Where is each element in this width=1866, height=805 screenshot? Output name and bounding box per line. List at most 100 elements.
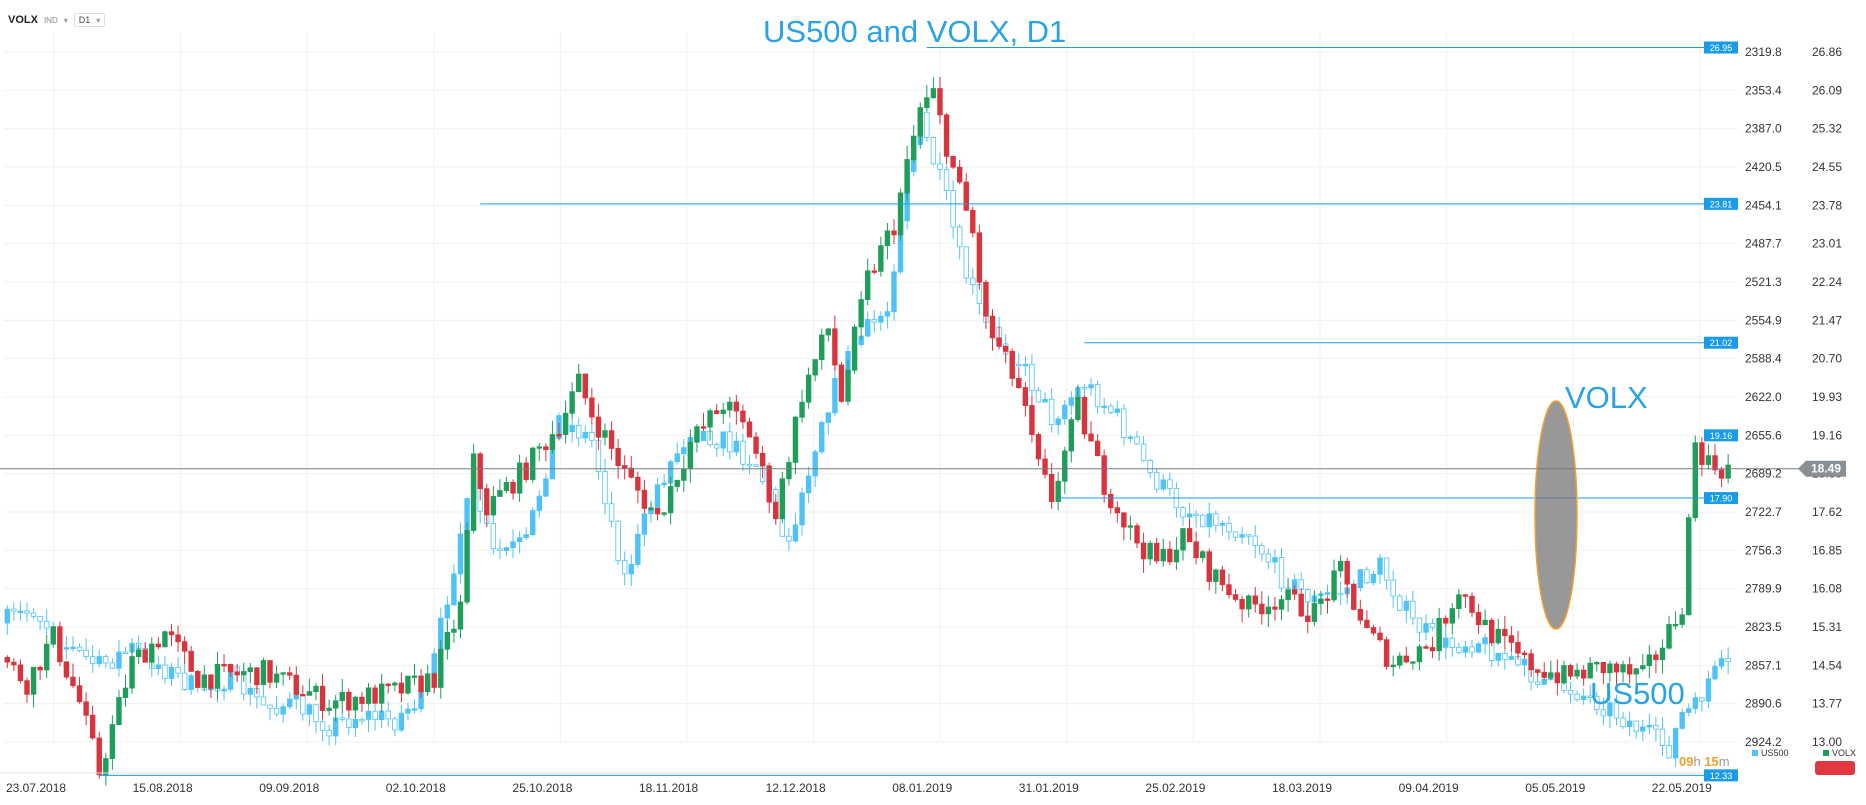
symbol-label[interactable]: VOLX (8, 14, 38, 26)
candle-body (1364, 619, 1370, 629)
volx-candle (431, 672, 437, 694)
candle-body (1416, 617, 1423, 633)
volx-candle (608, 421, 615, 460)
us500-tick-label: 2857.1 (1745, 658, 1782, 672)
us500-candle (1016, 353, 1022, 370)
market-label: IND (43, 15, 58, 25)
volx-candle (891, 219, 897, 245)
candle-body (943, 114, 950, 157)
candle-body (1002, 345, 1009, 352)
us500-candle (740, 433, 746, 472)
us500-candle (1298, 572, 1304, 591)
candle-body (681, 447, 687, 455)
legend-volx[interactable]: VOLX (1823, 748, 1856, 758)
candle-body (359, 718, 365, 722)
candle-body (753, 436, 759, 454)
us500-candle (1686, 703, 1692, 717)
candle-body (1672, 728, 1679, 759)
volx-candle (1364, 610, 1370, 629)
volx-candle (667, 476, 674, 525)
volx-candle (247, 663, 254, 684)
date-axis: 23.07.2018 15.08.2018 09.09.2018 02.10.2018… (0, 772, 1740, 795)
candle-body (805, 475, 812, 494)
candle-body (168, 666, 175, 679)
candle-body (1521, 658, 1528, 666)
candle-body (891, 271, 897, 313)
candle-body (536, 446, 543, 449)
legend-us500[interactable]: US500 (1752, 748, 1789, 758)
volx-candle (1167, 540, 1173, 566)
volx-candle (562, 400, 569, 444)
level-lines (0, 47, 1802, 776)
volx-candle (1423, 644, 1429, 650)
candle-body (30, 612, 37, 617)
candle-body (700, 430, 707, 442)
candle-body (155, 643, 162, 648)
us500-tick-label: 2387.0 (1745, 122, 1782, 136)
candle-body (1718, 658, 1725, 667)
us500-candle (1462, 640, 1469, 658)
candle-body (727, 401, 733, 411)
candle-body (1206, 513, 1212, 528)
candle-body (1259, 603, 1265, 615)
volx-candle (773, 494, 779, 525)
us500-candle (1699, 697, 1705, 712)
candle-body (1324, 598, 1331, 601)
candle-body (1108, 493, 1114, 509)
us500-tick-label: 2454.1 (1745, 198, 1782, 212)
candle-body (267, 660, 273, 683)
candle-body (858, 299, 864, 328)
candle-body (628, 564, 634, 575)
candle-body (1062, 404, 1068, 420)
volx-candle (1009, 348, 1015, 387)
candle-body (359, 696, 365, 704)
volx-candle (1410, 661, 1416, 670)
us500-candle (1245, 534, 1252, 545)
us500-candle (943, 165, 950, 201)
volx-candle (1252, 587, 1258, 613)
us500-candle (221, 685, 227, 701)
level-tag-bg (1704, 429, 1738, 442)
us500-candle (582, 426, 588, 444)
volx-candle (582, 373, 588, 405)
volx-candle (648, 501, 654, 511)
volx-candle (424, 664, 431, 696)
us500-candle (313, 704, 319, 734)
us500-candle (602, 458, 608, 515)
candle-body (503, 482, 510, 491)
candle-body (63, 647, 70, 650)
us500-candle (891, 264, 897, 321)
volx-candle (924, 85, 930, 111)
volx-candle (241, 662, 247, 682)
volx-tick-label: 22.24 (1812, 275, 1842, 289)
volx-candle (1160, 538, 1166, 567)
candle-body (1154, 472, 1160, 490)
candle-body (608, 503, 615, 522)
volx-candle (359, 691, 365, 713)
volx-candle (372, 684, 378, 704)
us500-candle (832, 366, 838, 417)
volx-candle (1042, 449, 1048, 479)
us500-candle (287, 691, 293, 710)
timeframe-select[interactable]: D1 ▾ (73, 13, 106, 27)
candle-body (122, 687, 129, 698)
candle-body (1607, 663, 1613, 674)
us500-candle (1390, 570, 1396, 608)
candle-body (339, 691, 345, 702)
us500-candle (1653, 716, 1659, 742)
candle-body (897, 192, 904, 236)
volx-tick-label: 19.93 (1812, 390, 1842, 404)
date-tick-label: 23.07.2018 (6, 781, 66, 795)
volx-candle (1429, 636, 1436, 659)
candle-body (1068, 397, 1075, 406)
candle-body (319, 721, 326, 731)
candle-body (1600, 662, 1607, 674)
volx-tick-label: 23.78 (1812, 198, 1842, 212)
volx-candle (260, 657, 267, 686)
candle-body (17, 664, 24, 682)
us500-candle (674, 442, 680, 465)
candle-body (326, 707, 332, 711)
chevron-down-icon[interactable]: ▾ (63, 15, 68, 25)
volx-candle (470, 443, 477, 534)
